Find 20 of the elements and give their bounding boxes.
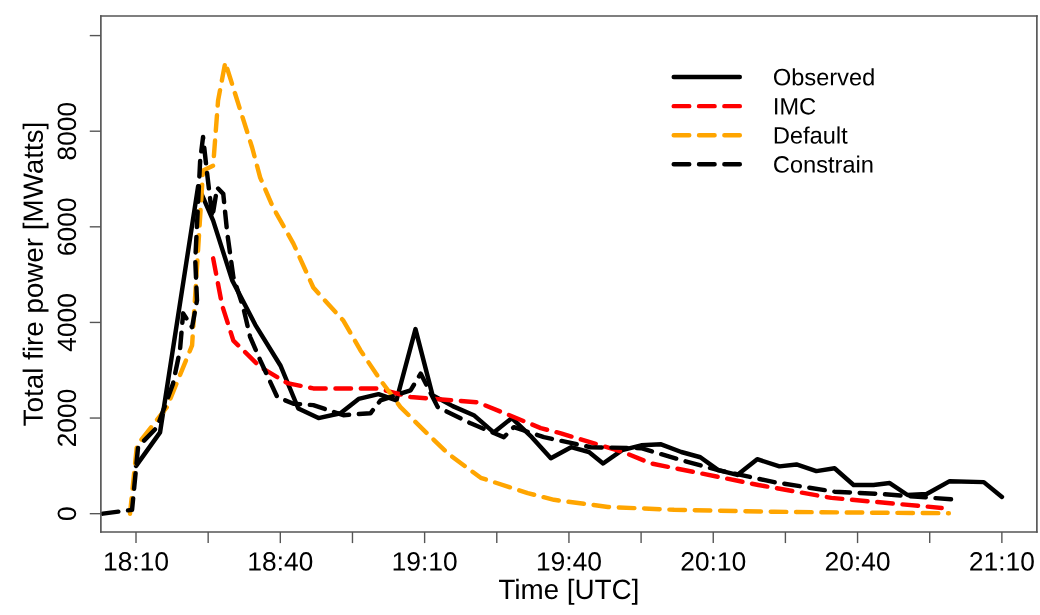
line-series bbox=[210, 256, 944, 511]
x-tick-label: 18:40 bbox=[249, 552, 313, 571]
x-tick-label: 18:10 bbox=[105, 552, 168, 571]
legend-label: Observed bbox=[773, 68, 874, 86]
y-tick-label: 2000 bbox=[57, 389, 77, 447]
legend-label: Constrain bbox=[774, 155, 873, 173]
y-axis-title: Total fire power [MWatts] bbox=[22, 123, 49, 426]
legend-label: IMC bbox=[775, 97, 816, 115]
legend-label: Default bbox=[774, 126, 848, 144]
y-tick-label: 8000 bbox=[57, 102, 77, 160]
y-tick-label: 6000 bbox=[57, 198, 77, 255]
x-tick-label: 19:40 bbox=[537, 552, 601, 571]
x-axis-title: Time [UTC] bbox=[499, 578, 638, 605]
x-tick-label: 19:10 bbox=[393, 552, 457, 571]
line-series bbox=[127, 60, 952, 516]
y-tick-label: 4000 bbox=[57, 294, 77, 352]
x-tick-label: 20:10 bbox=[681, 552, 746, 571]
x-tick-label: 20:40 bbox=[825, 552, 890, 571]
x-tick-label: 21:10 bbox=[970, 552, 1034, 571]
y-tick-label: 0 bbox=[57, 507, 77, 520]
